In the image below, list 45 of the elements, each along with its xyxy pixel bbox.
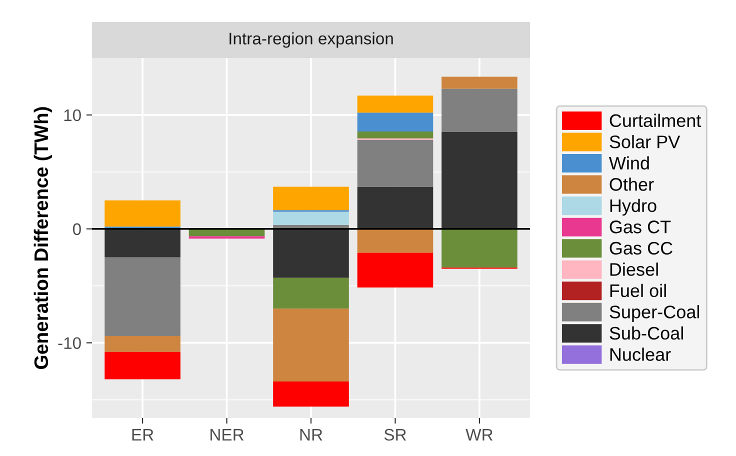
bar [442,228,518,268]
x-tick-label: NR [300,429,322,440]
legend-label: Gas CC [610,242,672,255]
y-tick-label: -10 [58,337,81,350]
y-axis-title: Generation Difference (TWh) [34,107,52,369]
bar [357,252,434,288]
legend-label: Super-Coal [610,305,700,322]
bar [357,140,434,187]
bar [273,186,349,210]
x-tick-label: WR [466,429,493,440]
bar [442,76,518,89]
bar [273,228,349,278]
bar [104,336,180,352]
bar [442,132,518,229]
bar [442,88,518,132]
legend-label: Wind [608,156,649,170]
legend-label: Fuel oil [610,284,666,298]
bar [357,112,434,132]
bar [104,200,180,227]
bar [273,212,349,225]
legend-label: Hydro [610,198,656,216]
chart-title: Intra-region expansion [230,32,393,48]
bar [357,228,434,253]
bar [104,257,180,336]
legend-label: Curtailment [610,114,702,128]
bar [357,186,434,229]
bar [104,228,180,258]
legend-label: Nuclear [610,348,671,361]
y-tick-label: 10 [64,109,81,122]
bar [273,382,349,407]
bar [188,228,265,236]
x-tick-label: SR [384,428,406,441]
bar [273,278,349,309]
legend-label: Solar PV [610,135,680,148]
y-tick-label: 0 [72,223,81,236]
x-tick-label: NER [210,429,244,440]
legend-label: Sub-Coal [610,326,683,340]
legend-label: Gas CT [610,220,671,234]
legend-label: Diesel [610,262,658,276]
bar [357,96,434,113]
bar [104,352,180,380]
legend-label: Other [610,178,654,191]
bar [357,131,434,138]
x-tick-label: ER [132,429,154,440]
bar [273,308,349,382]
